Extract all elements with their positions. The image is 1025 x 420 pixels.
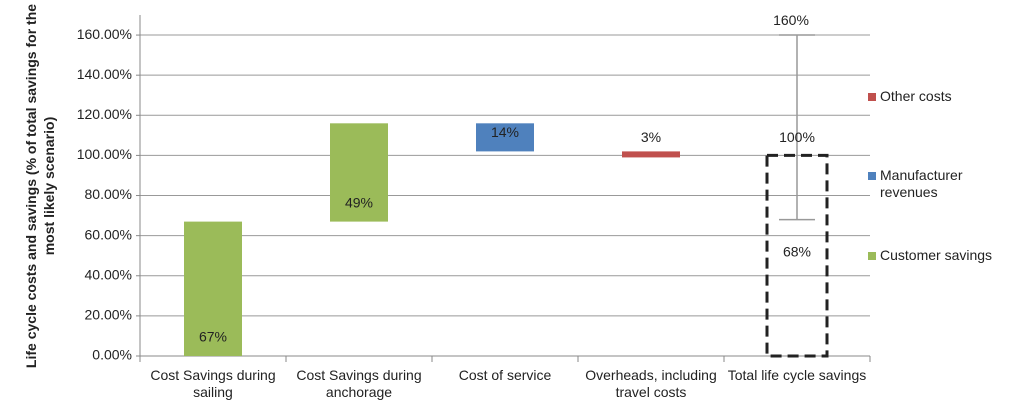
y-tick-label: 0.00% <box>92 347 132 363</box>
y-tick-label: 40.00% <box>85 266 132 282</box>
y-tick-label: 80.00% <box>85 186 132 202</box>
y-axis-label: Life cycle costs and savings (% of total… <box>23 3 57 369</box>
y-tick-label: 160.00% <box>77 26 132 42</box>
legend-label: Customer savings <box>880 247 993 263</box>
x-tick-label: Cost Savings during anchorage <box>296 367 422 400</box>
x-tick-label: Cost Savings during sailing <box>150 367 276 400</box>
bar <box>184 221 242 356</box>
y-tick-label: 20.00% <box>85 307 132 323</box>
legend-swatch <box>868 252 876 260</box>
data-label: 68% <box>783 243 811 259</box>
x-tick-label: Cost of service <box>458 367 552 383</box>
data-label: 3% <box>641 129 661 145</box>
data-label: 14% <box>491 124 519 140</box>
y-tick-label: 60.00% <box>85 226 132 242</box>
data-label: 67% <box>199 329 227 345</box>
y-tick-label: 100.00% <box>77 146 132 162</box>
legend-swatch <box>868 172 876 180</box>
y-tick-label: 120.00% <box>77 106 132 122</box>
data-label: 100% <box>779 129 815 145</box>
total-bar <box>765 153 829 358</box>
data-label: 49% <box>345 194 373 210</box>
x-tick-label: Overheads, including travel costs <box>585 367 717 400</box>
x-tick-label: Total life cycle savings <box>727 367 867 383</box>
bar <box>476 123 534 152</box>
y-tick-label: 140.00% <box>77 66 132 82</box>
legend-swatch <box>868 93 876 101</box>
legend-label: Manufacturer revenues <box>880 167 963 200</box>
bar <box>330 123 388 222</box>
bar <box>622 151 680 158</box>
legend-label: Other costs <box>880 88 952 104</box>
data-label: 160% <box>773 12 809 28</box>
